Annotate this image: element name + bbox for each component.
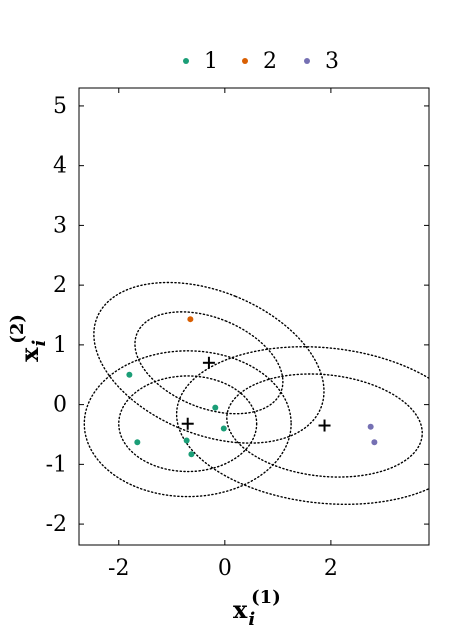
x-tick-label: 2	[324, 556, 338, 581]
plot-frame	[78, 87, 430, 546]
x-tick-label: 0	[218, 556, 232, 581]
legend-entry-1: 1	[183, 49, 218, 74]
y-axis-label: xi(2)	[7, 314, 50, 362]
x-axis-label-sub: i	[248, 609, 255, 630]
confidence-ellipse-1	[134, 311, 284, 415]
legend-marker	[304, 58, 310, 64]
x-axis-label: xi(1)	[233, 587, 281, 630]
legend-label: 3	[325, 49, 339, 74]
confidence-ellipse-2	[93, 281, 325, 444]
confidence-ellipse-5	[226, 373, 423, 478]
point-series-1-2	[134, 439, 141, 446]
point-series-1-4	[188, 451, 195, 458]
y-tick-label: 2	[53, 273, 67, 298]
y-axis-label-base: x	[15, 347, 44, 362]
legend-label: 1	[204, 49, 218, 74]
point-series-1-6	[220, 425, 227, 432]
confidence-ellipse-6	[175, 346, 429, 506]
x-axis-label-base: x	[233, 595, 248, 624]
plot-clip-group	[83, 281, 429, 506]
y-tick-label: 1	[53, 333, 67, 358]
y-tick-label: 3	[53, 213, 67, 238]
y-axis-label-sub: i	[29, 340, 50, 347]
cluster-center-1	[202, 356, 215, 369]
y-tick-label: 0	[53, 393, 67, 418]
point-series-3-1	[367, 423, 374, 430]
point-series-1-5	[212, 404, 219, 411]
legend-entry-2: 2	[242, 49, 277, 74]
point-series-1-3	[183, 437, 190, 444]
plot-area	[83, 281, 429, 506]
legend-marker	[242, 58, 248, 64]
legend: 1 2 3	[183, 49, 339, 74]
confidence-ellipse-4	[83, 350, 292, 498]
point-series-3-2	[371, 439, 378, 446]
point-series-2-1	[187, 316, 194, 323]
cluster-center-3	[318, 419, 331, 432]
y-axis-label-sup: (2)	[7, 314, 28, 344]
cluster-center-2	[181, 417, 194, 430]
legend-entry-3: 3	[304, 49, 339, 74]
y-tick-label: -2	[46, 512, 67, 537]
y-tick-label: -1	[46, 452, 67, 477]
x-tick-label: -2	[108, 556, 129, 581]
legend-marker	[183, 58, 189, 64]
point-series-1-1	[126, 371, 133, 378]
x-axis-label-sup: (1)	[251, 587, 281, 608]
y-tick-label: 5	[53, 94, 67, 119]
legend-label: 2	[263, 49, 277, 74]
confidence-ellipse-3	[118, 375, 258, 473]
y-axis-label-group: xi(2)	[7, 314, 50, 362]
y-tick-label: 4	[53, 154, 67, 179]
